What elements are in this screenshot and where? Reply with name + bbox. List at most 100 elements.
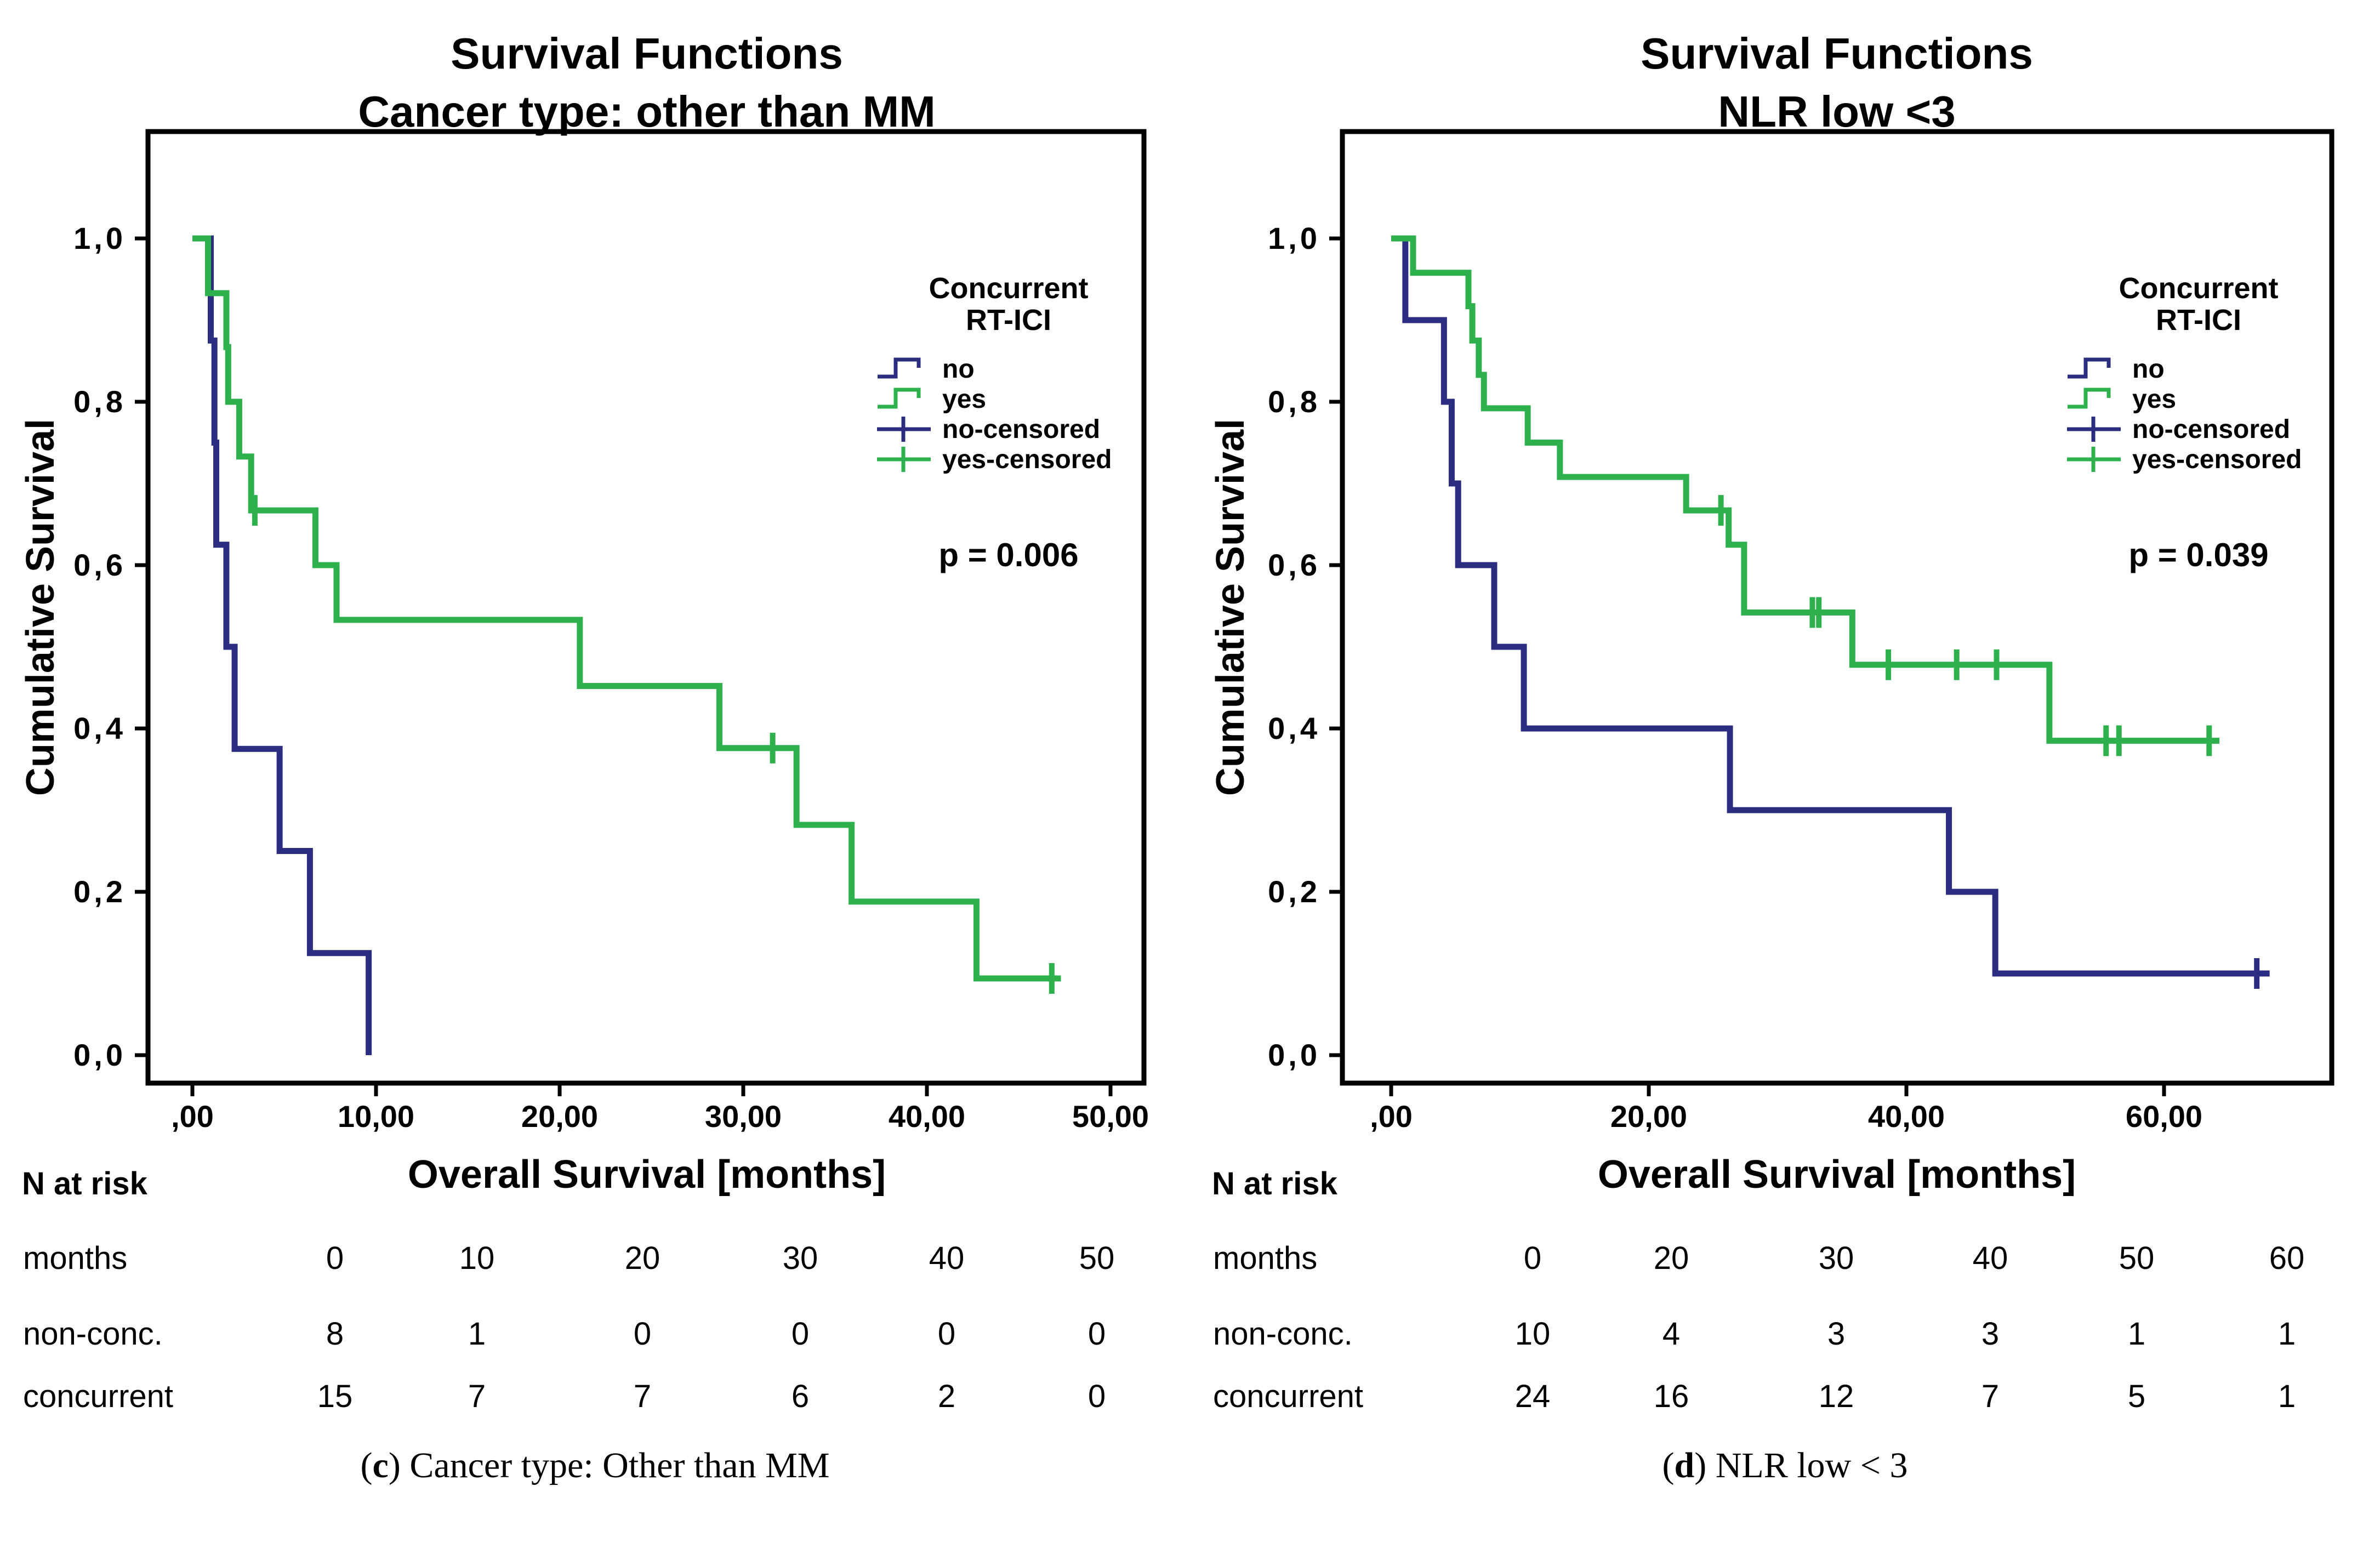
legend-item-yes-censored: yes-censored — [876, 444, 1112, 475]
at-risk-count: 3 — [1981, 1316, 2000, 1352]
censor-plus-icon — [877, 447, 931, 472]
at-risk-months-value: 20 — [624, 1240, 661, 1276]
plot-border — [1340, 129, 2335, 1086]
step-line-icon — [2068, 388, 2111, 409]
x-tick-label: 20,00 — [521, 1099, 599, 1134]
chart-title: Survival Functions — [451, 29, 843, 78]
chart-subtitle: NLR low <3 — [1718, 87, 1956, 136]
x-tick-label: 40,00 — [888, 1099, 966, 1134]
x-tick-label: 30,00 — [704, 1099, 782, 1134]
caption-text: NLR low < 3 — [1715, 1445, 1908, 1485]
legend-item-label: no-censored — [942, 414, 1101, 444]
legend-item-no: no — [876, 354, 975, 384]
plot-border — [145, 129, 1147, 1086]
y-tick-label: 0,4 — [1268, 711, 1320, 745]
legend-item-yes: yes — [876, 384, 986, 414]
y-tick-label: 0,8 — [73, 384, 126, 419]
legend-title-line2: RT-ICI — [2156, 304, 2241, 337]
panel-caption: (c) Cancer type: Other than MM — [360, 1445, 830, 1485]
y-tick-label: 0,8 — [1268, 384, 1320, 419]
at-risk-months-value: 40 — [929, 1240, 965, 1276]
at-risk-months-value: 20 — [1653, 1240, 1689, 1276]
at-risk-count: 7 — [468, 1379, 486, 1414]
legend-item-no: no — [2066, 354, 2165, 384]
caption-letter: c — [372, 1445, 389, 1485]
at-risk-count: 6 — [791, 1379, 810, 1414]
y-tick-label: 0,0 — [73, 1038, 126, 1072]
censor-plus-icon — [877, 417, 931, 442]
at-risk-row-label: concurrent — [23, 1379, 174, 1414]
legend-title-line2: RT-ICI — [966, 304, 1051, 337]
censor-plus-icon — [2067, 447, 2121, 472]
p-value: p = 0.006 — [938, 537, 1079, 573]
legend-title-line1: Concurrent — [2119, 272, 2279, 305]
at-risk-count: 12 — [1818, 1379, 1854, 1414]
chart-title: Survival Functions — [1641, 29, 2033, 78]
y-axis-label: Cumulative Survival — [19, 418, 62, 796]
at-risk-count: 7 — [633, 1379, 652, 1414]
km-plot-d — [1329, 129, 2335, 1096]
at-risk-count: 8 — [326, 1316, 344, 1352]
at-risk-count: 1 — [2127, 1316, 2146, 1352]
at-risk-count: 7 — [1981, 1379, 2000, 1414]
at-risk-count: 0 — [791, 1316, 810, 1352]
at-risk-months-value: 0 — [1523, 1240, 1542, 1276]
x-tick-label: 40,00 — [1867, 1099, 1945, 1134]
caption-letter: d — [1674, 1445, 1695, 1485]
x-tick-label: 60,00 — [2125, 1099, 2203, 1134]
y-tick-label: 1,0 — [1268, 221, 1320, 255]
legend-item-label: yes-censored — [2132, 445, 2302, 474]
at-risk-row-label: non-conc. — [23, 1316, 163, 1352]
panel-caption: (d) NLR low < 3 — [1662, 1445, 1908, 1485]
at-risk-count: 15 — [317, 1379, 353, 1414]
y-tick-label: 0,4 — [73, 711, 126, 745]
y-axis-label: Cumulative Survival — [1209, 418, 1252, 796]
caption-text: Cancer type: Other than MM — [409, 1445, 830, 1485]
x-axis-label: Overall Survival [months] — [1597, 1153, 2076, 1197]
x-tick-label: 10,00 — [337, 1099, 415, 1134]
at-risk-count: 3 — [1827, 1316, 1846, 1352]
legend-item-label: yes-censored — [942, 445, 1112, 474]
at-risk-count: 0 — [1087, 1379, 1106, 1414]
legend-item-yes: yes — [2066, 384, 2176, 414]
legend-item-no-censored: no-censored — [876, 414, 1100, 445]
at-risk-count: 0 — [937, 1316, 956, 1352]
chart-panel-d: Survival Functions NLR low <3 Cumulative… — [1190, 0, 2380, 1543]
at-risk-count: 5 — [2127, 1379, 2146, 1414]
y-tick-label: 0,2 — [73, 874, 126, 909]
at-risk-count: 24 — [1514, 1379, 1551, 1414]
y-tick-label: 0,6 — [1268, 548, 1320, 582]
legend-item-label: no — [942, 354, 975, 384]
km-curve-yes — [192, 235, 1061, 982]
y-tick-label: 1,0 — [73, 221, 126, 255]
km-curve-no — [192, 235, 372, 1055]
at-risk-count: 4 — [1662, 1316, 1681, 1352]
km-curve-no — [1391, 235, 2270, 977]
step-line-icon — [878, 388, 921, 409]
at-risk-row-label: non-conc. — [1213, 1316, 1353, 1352]
step-line-icon — [878, 357, 921, 379]
at-risk-months-value: 60 — [2269, 1240, 2305, 1276]
at-risk-count: 1 — [2277, 1316, 2296, 1352]
y-tick-label: 0,6 — [73, 548, 126, 582]
at-risk-months-value: 40 — [1972, 1240, 2008, 1276]
at-risk-months-value: 0 — [326, 1240, 344, 1276]
at-risk-count: 0 — [1087, 1316, 1106, 1352]
km-curve-yes — [1391, 235, 2220, 744]
at-risk-row-header: months — [23, 1240, 128, 1276]
legend-item-label: yes — [2132, 384, 2177, 414]
legend-item-label: no — [2132, 354, 2165, 384]
y-tick-label: 0,0 — [1268, 1038, 1320, 1072]
legend-item-label: no-censored — [2132, 414, 2291, 444]
at-risk-count: 1 — [2277, 1379, 2296, 1414]
at-risk-row-header: months — [1213, 1240, 1318, 1276]
p-value: p = 0.039 — [2128, 537, 2269, 573]
at-risk-row-label: concurrent — [1213, 1379, 1364, 1414]
x-tick-label: 20,00 — [1610, 1099, 1688, 1134]
chart-panel-c: Survival Functions Cancer type: other th… — [19, 29, 1149, 1485]
km-plot-c — [135, 129, 1147, 1096]
step-line-icon — [2068, 357, 2111, 379]
chart-subtitle: Cancer type: other than MM — [358, 87, 936, 136]
at-risk-count: 16 — [1653, 1379, 1689, 1414]
